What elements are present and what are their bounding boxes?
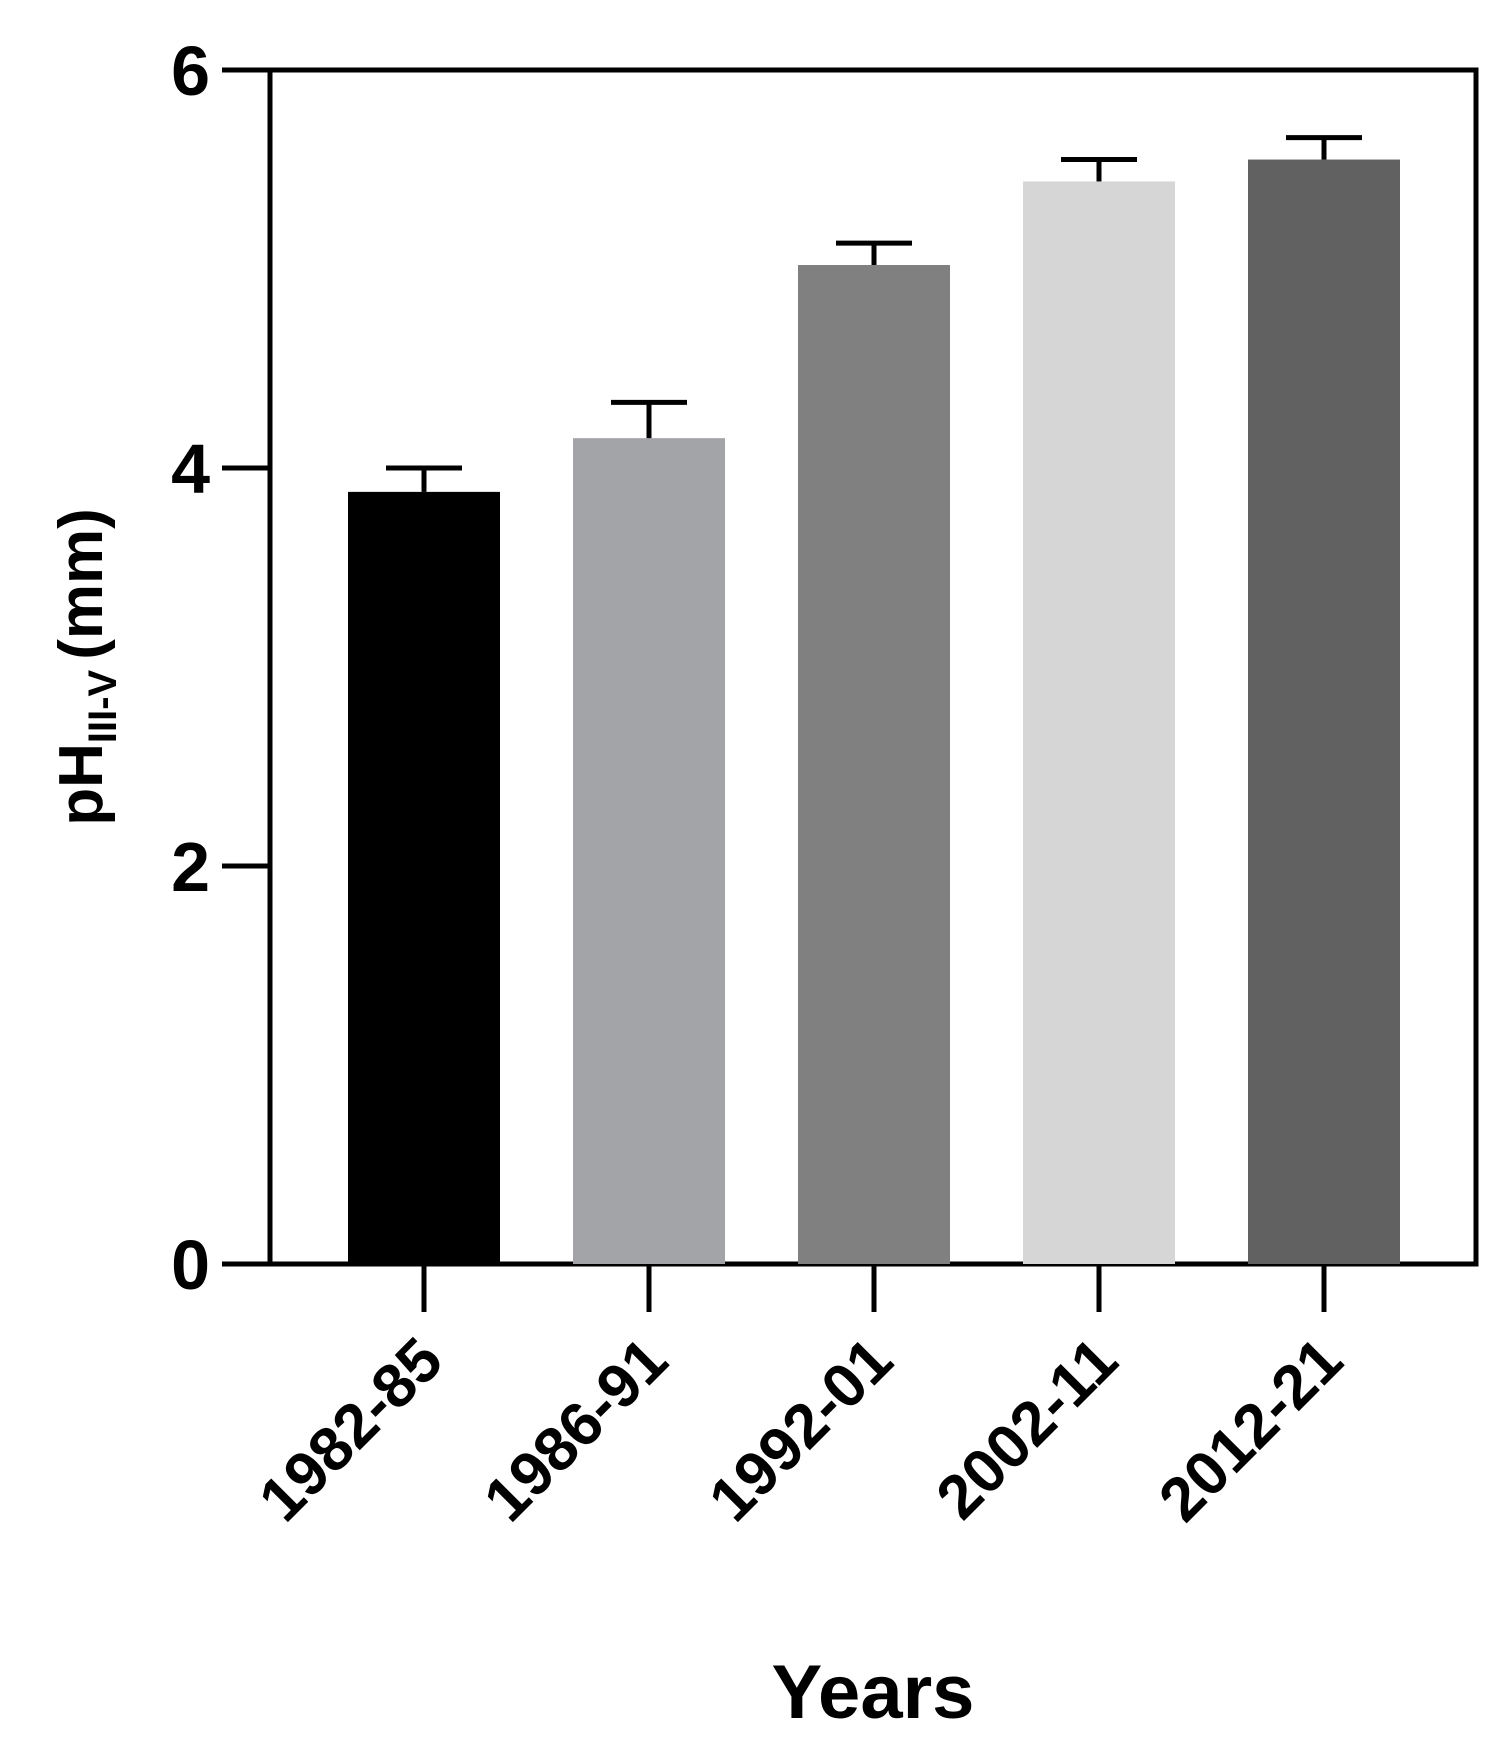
x-axis-title: Years	[772, 1650, 975, 1735]
bar-1986-91	[573, 438, 725, 1264]
y-axis-title-subscript: III-V	[81, 669, 125, 743]
x-axis: 1982-85 1986-91 1992-01 2002-11 2012-21	[246, 1264, 1356, 1535]
y-tick-label-4: 4	[171, 430, 210, 508]
bar-1992-01	[798, 265, 950, 1264]
bars-group	[348, 159, 1400, 1265]
y-axis: 0 2 4 6	[171, 32, 270, 1304]
x-tick-label-1982-85: 1982-85	[246, 1325, 456, 1535]
y-axis-title-unit: (mm)	[47, 508, 116, 660]
y-tick-label-0: 0	[171, 1226, 210, 1304]
error-bars-group	[386, 135, 1362, 492]
y-axis-title: pHIII-V (mm)	[47, 508, 125, 826]
x-tick-label-1986-91: 1986-91	[471, 1325, 681, 1535]
x-tick-label-2012-21: 2012-21	[1146, 1325, 1356, 1535]
bar-1982-85	[348, 491, 500, 1264]
bar-2002-11	[1023, 181, 1175, 1265]
y-tick-label-6: 6	[171, 32, 210, 110]
x-tick-label-2002-11: 2002-11	[924, 1325, 1131, 1532]
y-axis-title-main: pH	[47, 743, 116, 826]
x-tick-label-1992-01: 1992-01	[696, 1325, 906, 1535]
bar-2012-21	[1248, 159, 1400, 1264]
y-tick-label-2: 2	[171, 828, 210, 906]
